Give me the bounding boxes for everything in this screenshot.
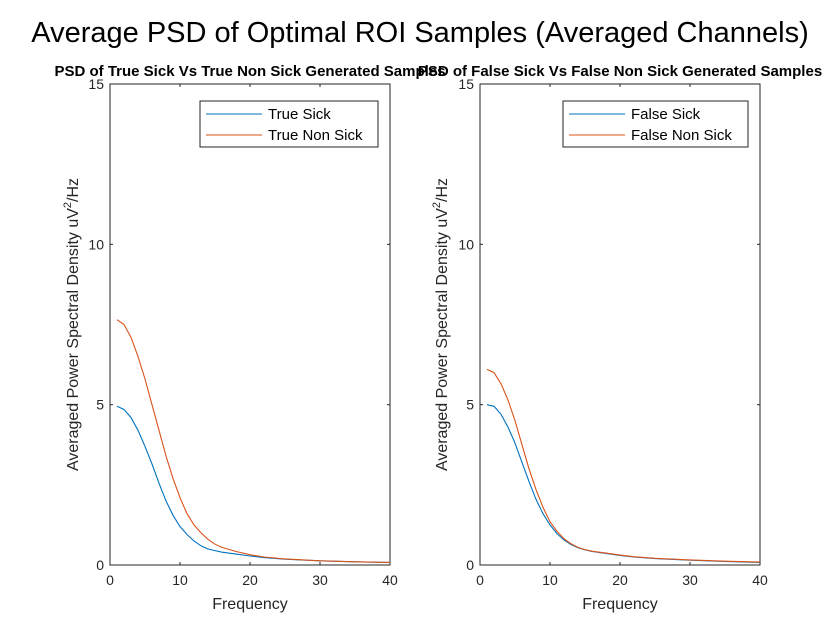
legend-entry-2: True Non Sick xyxy=(268,127,363,144)
y-axis-label-sup: 2 xyxy=(62,202,74,208)
y-tick-label: 0 xyxy=(466,557,474,573)
series-line-2 xyxy=(116,319,391,563)
y-axis-label-unit: /Hz xyxy=(434,178,451,202)
x-tick-label: 30 xyxy=(312,572,328,588)
y-tick-label: 5 xyxy=(96,397,104,413)
y-tick-label: 10 xyxy=(458,236,474,252)
legend-entry-1: False Sick xyxy=(631,106,701,123)
x-tick-label: 20 xyxy=(242,572,258,588)
plot-area xyxy=(479,83,761,566)
x-axis-label: Frequency xyxy=(582,596,658,613)
y-axis-label-main: Averaged Power Spectral Density uV xyxy=(434,208,451,471)
figure-title: Average PSD of Optimal ROI Samples (Aver… xyxy=(31,17,808,49)
y-tick-label: 0 xyxy=(96,557,104,573)
legend: True Sick True Non Sick xyxy=(199,100,379,148)
y-axis-label: Averaged Power Spectral Density uV2/Hz xyxy=(62,178,82,471)
y-tick-label: 15 xyxy=(458,76,474,92)
legend: False Sick False Non Sick xyxy=(562,100,749,148)
y-tick-label: 5 xyxy=(466,397,474,413)
x-tick-label: 0 xyxy=(106,572,114,588)
y-axis-label: Averaged Power Spectral Density uV2/Hz xyxy=(431,178,451,471)
x-tick-label: 30 xyxy=(682,572,698,588)
y-axis-label-unit: /Hz xyxy=(65,178,82,202)
x-tick-label: 20 xyxy=(612,572,628,588)
x-tick-label: 40 xyxy=(752,572,768,588)
subplot-1: 0 10 20 30 40 0 5 10 15 True Sick True Non Sick Fre… xyxy=(62,76,398,613)
subplot-title-1: PSD of True Sick Vs True Non Sick Genera… xyxy=(55,63,446,80)
x-tick-label: 10 xyxy=(542,572,558,588)
x-tick-label: 0 xyxy=(476,572,484,588)
y-axis-label-main: Averaged Power Spectral Density uV xyxy=(65,208,82,471)
legend-box xyxy=(199,100,379,148)
plot-area xyxy=(109,83,391,566)
subplot-title-2: PSD of False Sick Vs False Non Sick Gene… xyxy=(418,63,822,80)
x-axis-label: Frequency xyxy=(212,596,288,613)
y-tick-label: 10 xyxy=(88,236,104,252)
legend-entry-2: False Non Sick xyxy=(631,127,732,144)
x-tick-label: 10 xyxy=(172,572,188,588)
y-axis-label-sup: 2 xyxy=(431,202,443,208)
x-tick-label: 40 xyxy=(382,572,398,588)
y-tick-label: 15 xyxy=(88,76,104,92)
legend-box xyxy=(562,100,749,148)
series-line-2 xyxy=(486,368,761,563)
legend-entry-1: True Sick xyxy=(268,106,331,123)
